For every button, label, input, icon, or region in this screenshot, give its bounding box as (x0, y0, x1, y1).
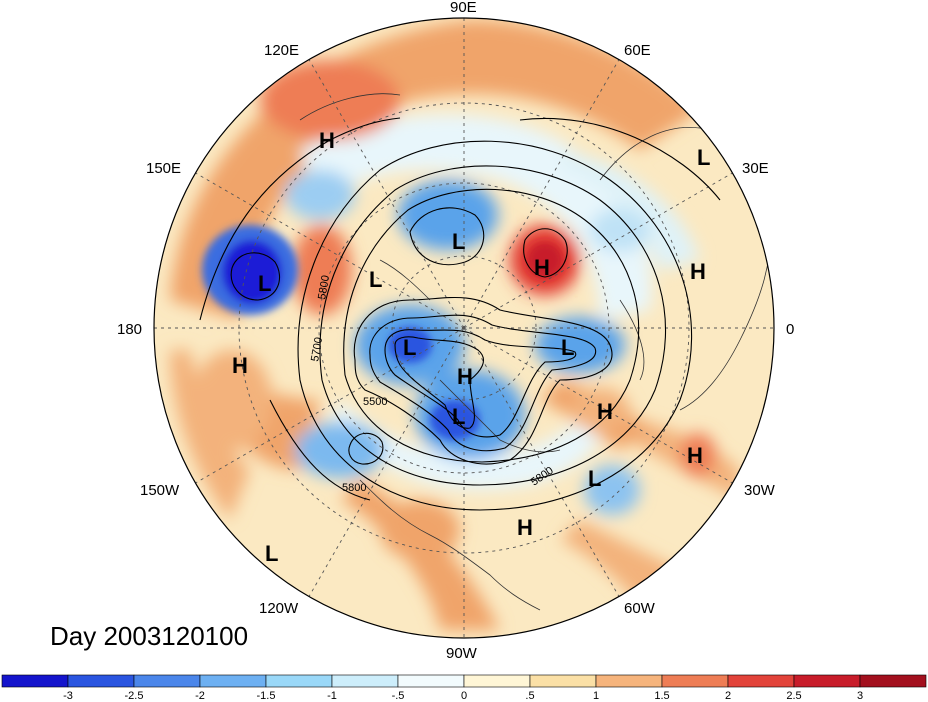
colorbar-swatch (199, 674, 267, 688)
colorbar-label: -1.5 (257, 690, 276, 702)
pressure-marker: L (697, 145, 710, 170)
pressure-marker: H (232, 353, 248, 378)
colorbar-swatch (265, 674, 333, 688)
pressure-marker: H (597, 399, 613, 424)
lon-label-30w: 30W (744, 482, 776, 499)
anomaly-field (154, 18, 774, 638)
lon-label-90w: 90W (446, 645, 478, 662)
lon-label-180: 180 (117, 321, 142, 338)
colorbar-label: 1.5 (654, 690, 669, 702)
map-border (153, 17, 775, 639)
colorbar-label: 2 (725, 690, 731, 702)
colorbar-swatch (595, 674, 663, 688)
colorbar-label: -2 (195, 690, 205, 702)
lon-label-120w: 120W (259, 600, 299, 617)
colorbar-swatch (1, 674, 69, 688)
lon-label-90e: 90E (450, 0, 477, 16)
colorbar-swatch (529, 674, 597, 688)
pressure-marker: H (457, 364, 473, 389)
lon-label-150e: 150E (146, 160, 181, 177)
colorbar-label: 2.5 (786, 690, 801, 702)
pressure-marker: L (561, 335, 574, 360)
graticule (154, 18, 774, 638)
colorbar-label: 0 (461, 690, 467, 702)
pressure-marker: L (258, 271, 271, 296)
contour-label: 5800 (342, 482, 366, 494)
colorbar-swatch (397, 674, 465, 688)
lon-label-0: 0 (786, 321, 794, 338)
colorbar-label: -3 (63, 690, 73, 702)
colorbar-swatch (793, 674, 861, 688)
colorbar-label: -.5 (392, 690, 405, 702)
colorbar-label: 3 (857, 690, 863, 702)
pressure-marker: L (265, 541, 278, 566)
colorbar: -3 -2.5 -2 -1.5 -1 -.5 0 .5 1 1.5 2 2.5 3 (1, 674, 927, 702)
colorbar-label: 1 (593, 690, 599, 702)
colorbar-label: -1 (327, 690, 337, 702)
pressure-marker: H (687, 443, 703, 468)
lon-label-30e: 30E (742, 160, 769, 177)
height-contours (199, 117, 721, 511)
pressure-marker: H (319, 128, 335, 153)
contour-label: 5700 (309, 336, 325, 362)
contour-label: 5800 (316, 274, 332, 300)
pressure-marker: H (517, 515, 533, 540)
pressure-marker: H (690, 259, 706, 284)
colorbar-swatch (859, 674, 927, 688)
colorbar-label: .5 (525, 690, 534, 702)
colorbar-swatch (133, 674, 201, 688)
day-caption: Day 2003120100 (50, 621, 248, 651)
pressure-marker: L (452, 404, 465, 429)
pressure-systems: H L L L H L H H L L H L H H L H L (232, 128, 710, 566)
longitude-labels: 90E 120E 60E 150E 30E 180 0 150W 30W 120… (117, 0, 794, 662)
colorbar-swatch (463, 674, 531, 688)
colorbar-swatch (727, 674, 795, 688)
contour-label: 5500 (363, 396, 387, 408)
lon-label-120e: 120E (264, 42, 299, 59)
colorbar-swatch (661, 674, 729, 688)
lon-label-60e: 60E (624, 42, 651, 59)
pressure-marker: L (588, 466, 601, 491)
colorbar-swatch (331, 674, 399, 688)
lon-label-150w: 150W (140, 482, 180, 499)
pressure-marker: H (534, 255, 550, 280)
pressure-marker: L (403, 335, 416, 360)
lon-label-60w: 60W (624, 600, 656, 617)
colorbar-label: -2.5 (125, 690, 144, 702)
colorbar-swatch (67, 674, 135, 688)
pressure-marker: L (369, 267, 382, 292)
pressure-marker: L (452, 229, 465, 254)
